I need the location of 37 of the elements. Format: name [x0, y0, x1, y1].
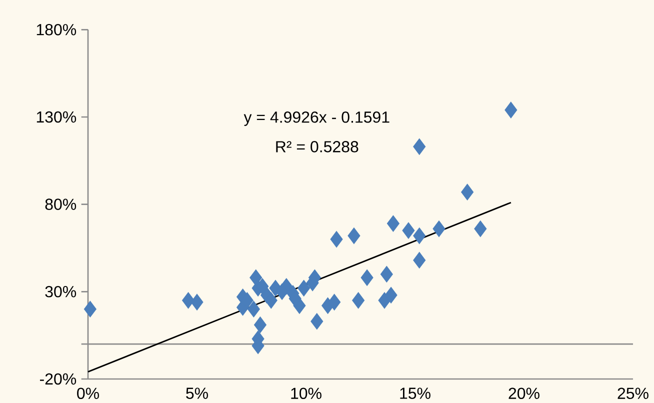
- point: [330, 230, 343, 248]
- point: [461, 184, 474, 200]
- y-tick-label: 130%: [36, 111, 76, 122]
- point: [352, 292, 365, 308]
- y-tick-label: 80%: [45, 198, 76, 210]
- point: [310, 312, 324, 330]
- point: [276, 283, 288, 300]
- x-tick-label: 10%: [291, 387, 322, 399]
- point: [474, 220, 487, 237]
- point: [380, 266, 393, 282]
- point: [328, 294, 341, 310]
- annotation: R² = 0.5288: [276, 140, 358, 152]
- point: [386, 215, 400, 232]
- point: [190, 294, 204, 310]
- point: [413, 252, 426, 268]
- y-tick-label: -20%: [40, 373, 76, 384]
- x-tick-label: 20%: [508, 387, 540, 399]
- point: [504, 102, 518, 118]
- y-tick-label: 30%: [45, 286, 76, 298]
- point: [432, 220, 446, 237]
- point: [182, 292, 195, 308]
- x-tick-label: 25%: [618, 387, 648, 399]
- x-tick-label: 5%: [186, 387, 208, 399]
- point: [254, 316, 266, 333]
- x-tick-label: 0%: [77, 387, 99, 399]
- point: [84, 300, 96, 318]
- point: [413, 227, 426, 244]
- point: [247, 300, 260, 318]
- point: [384, 286, 398, 304]
- point: [413, 138, 426, 155]
- annotation: y = 4.9926x - 0.1591: [244, 111, 390, 126]
- x-tick-label: 15%: [400, 387, 430, 399]
- y-tick-label: 180%: [36, 24, 76, 36]
- point: [348, 227, 360, 244]
- point: [360, 269, 374, 286]
- point: [298, 280, 310, 296]
- point: [402, 222, 415, 239]
